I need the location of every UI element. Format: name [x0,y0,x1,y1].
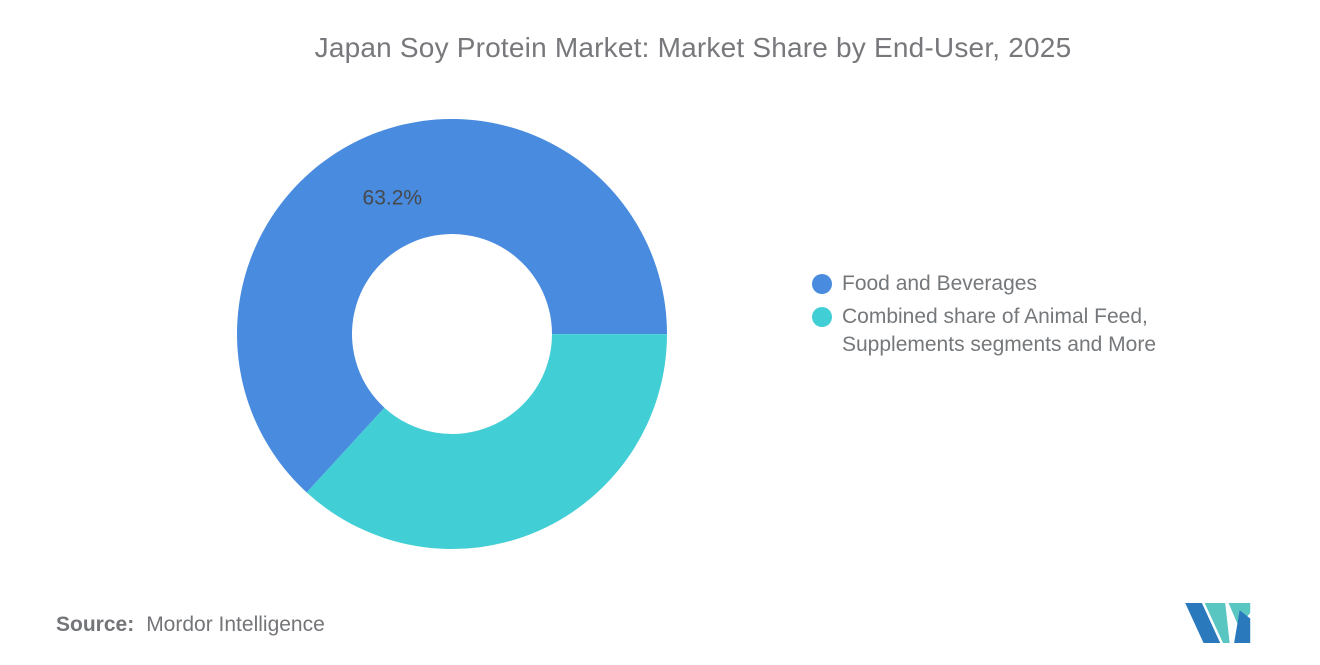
mordor-intelligence-logo [1185,603,1251,643]
logo-shape-right-blue [1234,610,1251,643]
source-value: Mordor Intelligence [146,613,325,636]
legend-marker-teal [812,307,832,327]
source-label: Source: [56,613,135,636]
logo-shape-left-blue [1185,603,1221,643]
legend-label: Food and Beverages [842,272,1037,295]
logo-shape-mid-teal [1204,603,1230,643]
donut-slice-1[interactable] [306,334,667,549]
legend-label: Combined share of Animal Feed, Supplemen… [842,305,1157,356]
slice-data-label: 63.2% [363,187,423,210]
legend-marker-blue [812,274,832,294]
legend-item-food-and-beverages[interactable]: Food and Beverages [812,270,1156,298]
source-line: Source: Mordor Intelligence [56,613,325,637]
legend: Food and Beverages Combined share of Ani… [812,270,1156,364]
donut-chart: 63.2% [237,118,668,549]
donut-slice-0[interactable] [237,118,668,493]
legend-item-combined-share[interactable]: Combined share of Animal Feed, Supplemen… [812,303,1156,359]
chart-title: Japan Soy Protein Market: Market Share b… [314,32,1072,63]
